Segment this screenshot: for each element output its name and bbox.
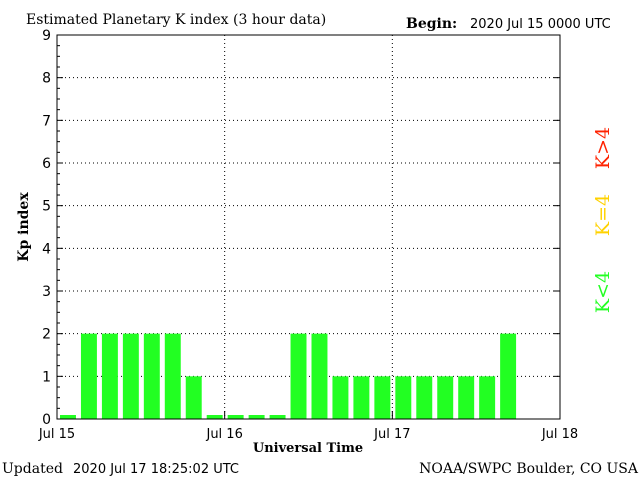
y-tick-label: 6 [42, 156, 51, 172]
y-tick-label: 1 [42, 369, 51, 385]
kp-bar [60, 415, 76, 419]
y-axis-label: Kp index [16, 192, 32, 262]
grid-lines [57, 35, 560, 419]
kp-bar [269, 415, 286, 419]
updated-label: Updated [2, 461, 63, 477]
kp-bar [416, 376, 433, 419]
updated-value: 2020 Jul 17 18:25:02 UTC [73, 462, 239, 477]
kp-bar [458, 376, 475, 419]
kp-bar [227, 415, 244, 419]
kp-bar [311, 333, 328, 419]
kp-bar [395, 376, 412, 419]
x-tick-label: Jul 18 [541, 427, 578, 442]
y-tick-label: 2 [42, 327, 51, 343]
x-tick-label: Jul 16 [205, 427, 242, 442]
kp-bar [500, 333, 517, 419]
kp-bar [101, 333, 118, 419]
kp-bar [80, 333, 97, 419]
y-tick-label: 7 [42, 113, 51, 129]
y-tick-label: 4 [42, 241, 51, 257]
kp-bar [290, 333, 307, 419]
y-tick-label: 9 [42, 28, 51, 44]
kp-bar [122, 333, 139, 419]
kp-bar [164, 333, 181, 419]
kp-bar [248, 415, 265, 419]
x-tick-label: Jul 17 [373, 427, 410, 442]
y-tick-label: 3 [42, 284, 51, 300]
source-credit: NOAA/SWPC Boulder, CO USA [419, 461, 639, 477]
x-axis-label: Universal Time [253, 441, 363, 456]
kp-bar [143, 333, 160, 419]
kp-bar [374, 376, 391, 419]
legend-low: K<4 [592, 271, 614, 313]
begin-label: Begin: [406, 16, 457, 32]
chart-title: Estimated Planetary K index (3 hour data… [26, 12, 326, 28]
kp-bar [332, 376, 349, 419]
y-tick-label: 8 [42, 71, 51, 87]
kp-bar [437, 376, 454, 419]
legend-high: K>4 [592, 127, 614, 169]
x-axis: Jul 15 Jul 16 Jul 17 Jul 18 [38, 411, 578, 442]
kp-bar [206, 415, 223, 419]
y-axis: 0 1 2 3 4 5 6 7 8 9 [42, 28, 560, 428]
kp-bar [479, 376, 496, 419]
kp-bar [185, 376, 202, 419]
y-tick-label: 0 [42, 412, 51, 428]
bar-series [60, 333, 517, 419]
x-tick-label: Jul 15 [38, 427, 75, 442]
kp-bar [353, 376, 370, 419]
legend-equal: K=4 [592, 194, 614, 236]
begin-value: 2020 Jul 15 0000 UTC [470, 17, 611, 32]
y-tick-label: 5 [42, 199, 51, 215]
